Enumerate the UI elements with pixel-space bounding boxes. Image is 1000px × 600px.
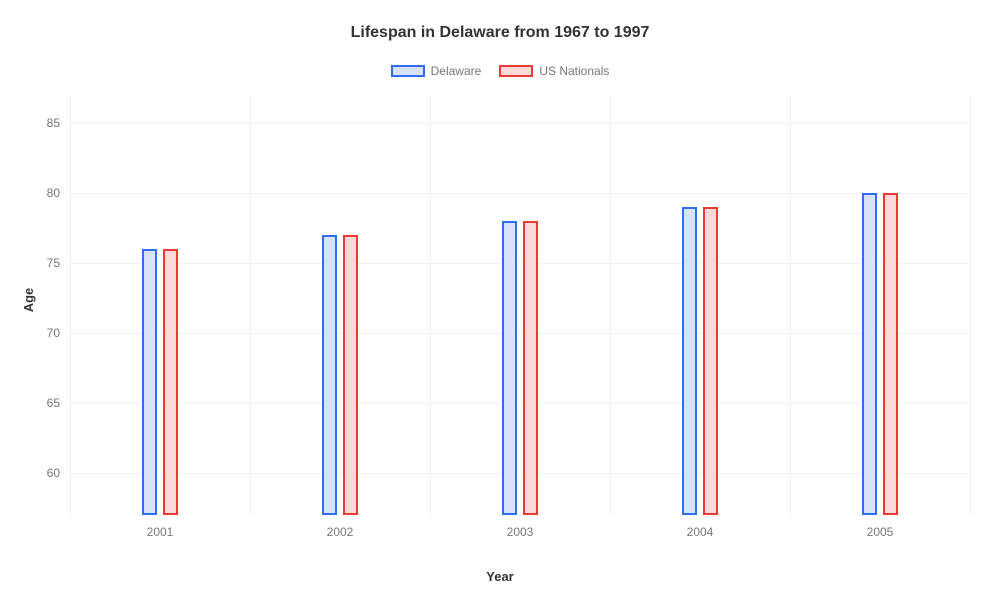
gridline-horizontal — [70, 473, 970, 474]
chart-container: Lifespan in Delaware from 1967 to 1997 D… — [0, 0, 1000, 600]
bar[interactable] — [682, 207, 697, 515]
y-tick-label: 75 — [30, 256, 70, 270]
bar[interactable] — [163, 249, 178, 515]
bar[interactable] — [703, 207, 718, 515]
bar[interactable] — [883, 193, 898, 515]
bar[interactable] — [142, 249, 157, 515]
legend-swatch — [499, 65, 533, 77]
gridline-horizontal — [70, 333, 970, 334]
x-tick-label: 2003 — [507, 515, 534, 539]
legend-label: Delaware — [431, 64, 482, 78]
y-tick-label: 65 — [30, 396, 70, 410]
gridline-vertical — [970, 95, 971, 515]
x-tick-label: 2002 — [327, 515, 354, 539]
x-tick-label: 2005 — [867, 515, 894, 539]
y-axis-title: Age — [21, 288, 36, 313]
x-axis-title: Year — [486, 569, 513, 584]
gridline-vertical — [250, 95, 251, 515]
x-tick-label: 2004 — [687, 515, 714, 539]
plot-area: 60657075808520012002200320042005 — [70, 95, 970, 515]
legend-swatch — [391, 65, 425, 77]
gridline-horizontal — [70, 193, 970, 194]
y-tick-label: 80 — [30, 186, 70, 200]
gridline-horizontal — [70, 403, 970, 404]
gridline-vertical — [430, 95, 431, 515]
chart-title: Lifespan in Delaware from 1967 to 1997 — [0, 24, 1000, 42]
y-tick-label: 60 — [30, 466, 70, 480]
y-tick-label: 85 — [30, 116, 70, 130]
gridline-vertical — [70, 95, 71, 515]
bar[interactable] — [322, 235, 337, 515]
x-tick-label: 2001 — [147, 515, 174, 539]
bar[interactable] — [343, 235, 358, 515]
gridline-horizontal — [70, 123, 970, 124]
legend: Delaware US Nationals — [0, 64, 1000, 78]
bar[interactable] — [862, 193, 877, 515]
legend-label: US Nationals — [539, 64, 609, 78]
legend-item-delaware[interactable]: Delaware — [391, 64, 482, 78]
bar[interactable] — [523, 221, 538, 515]
gridline-horizontal — [70, 263, 970, 264]
gridline-vertical — [610, 95, 611, 515]
bar[interactable] — [502, 221, 517, 515]
legend-item-us-nationals[interactable]: US Nationals — [499, 64, 609, 78]
gridline-vertical — [790, 95, 791, 515]
y-tick-label: 70 — [30, 326, 70, 340]
